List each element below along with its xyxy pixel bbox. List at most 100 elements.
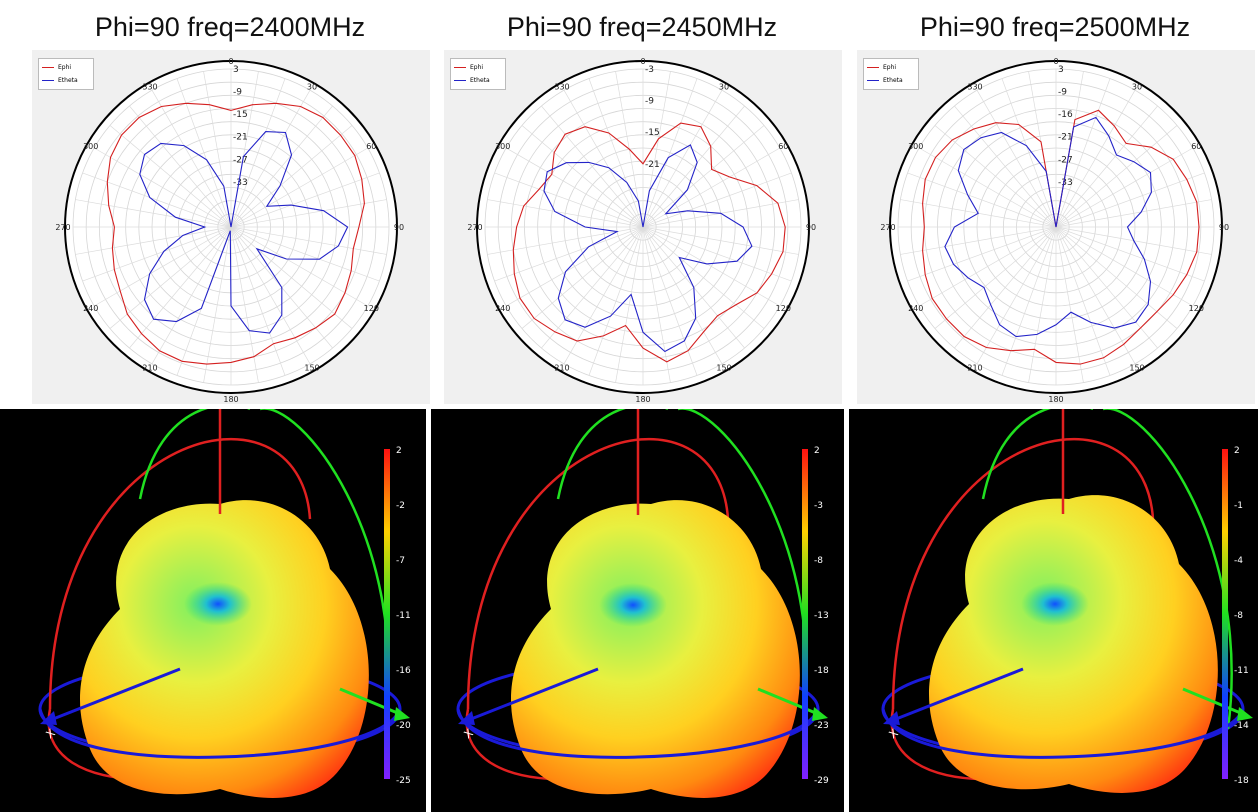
chart-title-2500: Phi=90 freq=2500MHz <box>919 12 1191 42</box>
radiation-lobe <box>80 500 369 798</box>
polar-spoke <box>642 226 792 282</box>
polar-angle-label: 180 <box>223 395 238 404</box>
colorbar-tick-label: -3 <box>814 501 823 511</box>
colorbar-tick-label: -11 <box>1234 666 1249 676</box>
null-dip <box>184 582 252 626</box>
colorbar-tick-label: -14 <box>1234 721 1249 731</box>
polar-spoke <box>900 226 1057 255</box>
polar-angle-label: 60 <box>366 142 376 151</box>
legend-swatch-ephi <box>454 66 466 68</box>
polar-radial-label: -15 <box>233 110 248 120</box>
polar-angle-label: 120 <box>364 304 379 313</box>
polar-angle-label: 30 <box>307 83 317 92</box>
polar-spoke <box>93 226 232 307</box>
polar-radial-label: -3 <box>645 65 654 75</box>
legend-label-ephi: Ephi <box>58 63 72 71</box>
polar-spoke <box>1055 226 1194 307</box>
colorbar-tick-label: -13 <box>814 611 829 621</box>
polar-radial-label: -9 <box>233 88 242 98</box>
polar-angle-label: 210 <box>142 363 157 372</box>
polar-svg-2450: 0 30 60 90 120 150 180 210 240 270 300 330 -3 -9 -15 -2… <box>467 57 816 404</box>
y-axis <box>1182 687 1244 716</box>
polar-spoke <box>1055 226 1205 282</box>
polar-spoke <box>954 226 1057 349</box>
polar-angle-label: 330 <box>967 83 982 92</box>
colorbar-tick-label: 2 <box>1234 446 1240 456</box>
polar-angle-label: 300 <box>83 142 98 151</box>
polar-angle-label: 0 <box>228 57 233 66</box>
polar-spoke <box>521 226 644 329</box>
legend-swatch-etheta <box>867 79 879 81</box>
legend: Ephi Etheta <box>450 58 506 90</box>
polar-spoke <box>934 125 1057 228</box>
colorbar <box>1222 449 1228 779</box>
polar-chart-2500: 0 30 60 90 120 150 180 210 240 270 300 330 3 -9 -16 -21… <box>857 50 1255 404</box>
polar-spoke <box>487 199 644 228</box>
polar-radial-label: -9 <box>1058 88 1067 98</box>
colorbar-tick-label: -18 <box>814 666 829 676</box>
colorbar-tick-label: -18 <box>1234 776 1249 786</box>
colorbar-tick-label: -7 <box>396 556 405 566</box>
series-etheta-line <box>944 116 1152 338</box>
x-axis <box>465 667 599 723</box>
polar-spoke <box>907 226 1057 282</box>
legend-swatch-ephi <box>867 66 879 68</box>
polar-spoke <box>1055 147 1194 228</box>
polar-spoke <box>230 226 380 282</box>
null-dip <box>1021 582 1089 626</box>
y-axis-arrowhead <box>1237 707 1253 721</box>
polar-angle-label: 300 <box>495 142 510 151</box>
polar-spoke <box>230 125 353 228</box>
legend-swatch-ephi <box>42 66 54 68</box>
chart-title-2400: Phi=90 freq=2400MHz <box>94 12 366 42</box>
polar-spoke <box>129 226 232 349</box>
polar-spoke <box>230 226 311 365</box>
polar-spoke <box>109 226 232 329</box>
polar-spoke <box>75 226 232 255</box>
polar-angle-label: 90 <box>1219 223 1229 232</box>
polar-angle-label: 60 <box>778 142 788 151</box>
colorbar-tick-label: 2 <box>814 446 820 456</box>
polar-angle-label: 240 <box>83 304 98 313</box>
legend: Ephi Etheta <box>38 58 94 90</box>
polar-spoke <box>230 226 353 329</box>
polar-spoke <box>230 226 286 376</box>
polar-spoke <box>151 89 232 228</box>
series-ephi-line <box>922 109 1200 365</box>
colorbar-tick-label: -4 <box>1234 556 1243 566</box>
series-etheta-line <box>543 144 753 353</box>
radiation-lobe <box>511 500 800 798</box>
polar-radial-label: -9 <box>645 97 654 107</box>
polar-radial-label: -33 <box>1058 178 1073 188</box>
polar-angle-label: 150 <box>304 363 319 372</box>
legend-label-etheta: Etheta <box>58 76 78 84</box>
polar-spoke <box>976 89 1057 228</box>
series-etheta-line <box>139 131 349 334</box>
polar-spoke <box>1055 226 1111 376</box>
polar-spoke <box>505 147 644 228</box>
polar-angle-label: 60 <box>1191 142 1201 151</box>
polar-angle-label: 150 <box>1129 363 1144 372</box>
polar-spoke <box>1055 125 1178 228</box>
legend-swatch-etheta <box>454 79 466 81</box>
polar-spoke <box>505 226 644 307</box>
polar-spoke <box>1055 105 1158 228</box>
y-axis-arrowhead <box>812 707 828 721</box>
polar-spoke <box>918 147 1057 228</box>
polar-radial-label: 3 <box>1058 65 1064 75</box>
colorbar-tick-label: -2 <box>396 501 405 511</box>
equator-ring-front <box>38 708 402 759</box>
polar-radial-label: 3 <box>233 65 239 75</box>
y-axis-arrowhead <box>394 707 410 721</box>
legend: Ephi Etheta <box>863 58 919 90</box>
polar-chart-2450: 0 30 60 90 120 150 180 210 240 270 300 330 -3 -9 -15 -2… <box>444 50 842 404</box>
polar-spoke <box>521 125 644 228</box>
radiation-pattern-3d-2450: X 2 -3 -8 -13 -18 -23 -29 <box>431 409 844 812</box>
polar-spoke <box>230 172 380 228</box>
polar-angle-label: 270 <box>55 223 70 232</box>
polar-spoke <box>563 89 644 228</box>
polar-spoke <box>642 172 792 228</box>
polar-angle-label: 30 <box>1132 83 1142 92</box>
polar-spoke <box>1055 226 1136 365</box>
polar-angle-label: 210 <box>967 363 982 372</box>
